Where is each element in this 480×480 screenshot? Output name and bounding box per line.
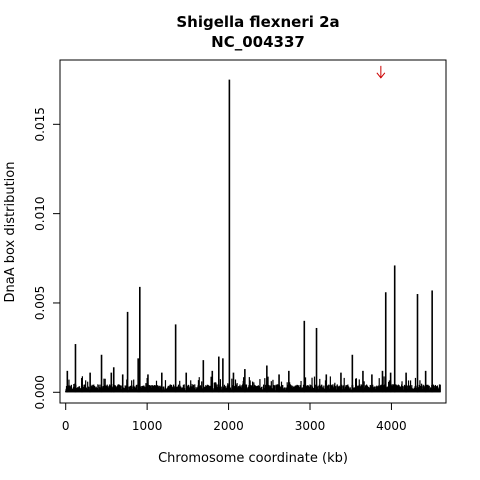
y-tick-label: 0.005 bbox=[33, 286, 47, 320]
x-tick-label: 3000 bbox=[295, 419, 326, 433]
y-tick-label: 0.015 bbox=[33, 107, 47, 141]
x-tick-label: 1000 bbox=[132, 419, 163, 433]
x-tick-label: 4000 bbox=[376, 419, 407, 433]
bars-layer bbox=[65, 79, 441, 393]
x-tick-label: 0 bbox=[62, 419, 70, 433]
y-tick-label: 0.000 bbox=[33, 375, 47, 409]
chart-subtitle: NC_004337 bbox=[211, 33, 305, 51]
plot-frame bbox=[59, 59, 447, 404]
y-axis: 0.000 0.005 0.010 0.015 bbox=[33, 107, 61, 409]
annotation-arrow bbox=[376, 65, 386, 79]
x-axis: 0 1000 2000 3000 4000 bbox=[62, 402, 407, 433]
chart-title: Shigella flexneri 2a bbox=[176, 13, 339, 31]
x-tick-label: 2000 bbox=[213, 419, 244, 433]
y-axis-label: DnaA box distribution bbox=[3, 162, 18, 303]
y-tick-label: 0.010 bbox=[33, 196, 47, 230]
annotations-layer bbox=[376, 65, 386, 79]
x-axis-label: Chromosome coordinate (kb) bbox=[158, 451, 348, 466]
